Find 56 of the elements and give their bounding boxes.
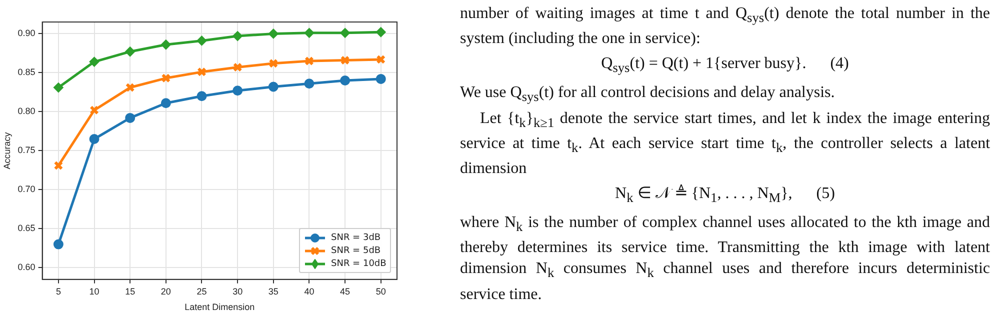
x-tick-label: 50 xyxy=(376,286,386,296)
point xyxy=(340,56,350,65)
point xyxy=(125,112,136,123)
point xyxy=(232,31,243,42)
y-tick-label: 0.65 xyxy=(18,223,36,234)
point xyxy=(304,56,314,66)
point xyxy=(268,82,278,92)
point xyxy=(376,74,386,84)
point xyxy=(268,58,278,68)
legend-label: SNR = 3dB xyxy=(331,232,381,243)
x-tick-label: 40 xyxy=(304,286,314,296)
text: N$_{k}$ ∈ 𝒩 ≜ {N$_{1}$, . . . , N$_{M}$}, (5) xyxy=(614,183,836,208)
point xyxy=(160,40,171,50)
point xyxy=(197,67,206,77)
text: Q$_{sys}$(t) = Q(t) + 1{server busy}. (4) xyxy=(600,54,850,78)
x-tick-label: 15 xyxy=(125,286,136,296)
x-tick-label: 35 xyxy=(268,286,278,296)
point xyxy=(232,86,243,96)
point xyxy=(89,56,100,67)
point xyxy=(160,98,171,108)
y-tick-label: 0.75 xyxy=(18,145,36,156)
point xyxy=(53,82,64,93)
point xyxy=(304,28,314,38)
point xyxy=(196,36,207,46)
text: Let {t$_{k}$}$_{k≥1}$ denote the service start times, and let k index the image entering service at time t$_{k}$. At each service start time t$_{k}$, the controller selects a latent dimension xyxy=(460,110,990,177)
text: We use Q$_{sys}$(t) for all control decisions and delay analysis. xyxy=(460,83,836,107)
text: number of waiting images at time t and Q$_{sys}$(t) denote the total number in the system (including the one in service): xyxy=(460,5,990,48)
y-tick-label: 0.70 xyxy=(18,184,36,194)
point xyxy=(376,27,386,38)
point xyxy=(161,73,171,83)
x-tick-label: 20 xyxy=(160,286,171,296)
y-tick-label: 0.90 xyxy=(18,28,36,38)
y-tick-label: 0.60 xyxy=(18,262,36,272)
x-axis-title: Latent Dimension xyxy=(184,302,255,312)
point xyxy=(340,76,350,86)
x-tick-label: 45 xyxy=(340,286,350,296)
y-axis-title: Accuracy xyxy=(2,132,12,170)
x-tick-label: 5 xyxy=(56,286,61,296)
point xyxy=(125,46,136,57)
y-tick-label: 0.85 xyxy=(18,67,36,78)
point xyxy=(53,239,64,250)
point xyxy=(268,28,278,39)
point xyxy=(89,134,100,144)
x-tick-label: 10 xyxy=(89,286,100,296)
point xyxy=(304,78,314,89)
x-tick-label: 30 xyxy=(232,286,243,296)
point xyxy=(196,91,207,102)
point xyxy=(90,105,99,115)
y-tick-label: 0.80 xyxy=(18,106,36,116)
text: where N$_{k}$ is the number of complex channel uses allocated to the kth image and thereby determines its service time. Transmitting the kth image with latent dimension N$_{k}$ consumes N$_{k}$ channel uses and therefore incurs deterministic service time. xyxy=(460,214,990,302)
legend-label: SNR = 10dB xyxy=(331,258,386,269)
legend-label: SNR = 5dB xyxy=(331,246,381,256)
point xyxy=(125,82,135,92)
x-tick-label: 25 xyxy=(196,286,207,296)
point xyxy=(340,28,350,38)
point xyxy=(232,62,242,72)
